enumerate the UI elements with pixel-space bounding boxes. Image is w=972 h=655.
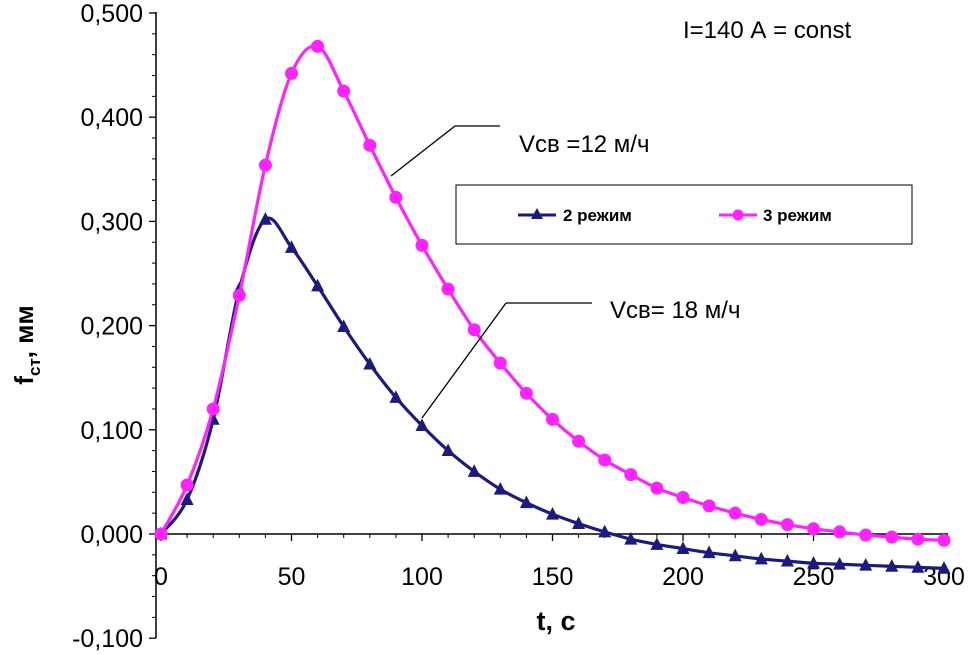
data-point bbox=[859, 528, 873, 542]
data-point bbox=[441, 282, 455, 296]
y-axis-title-sub: ст bbox=[25, 358, 44, 376]
data-point bbox=[467, 323, 481, 337]
x-axis-ticks: 0 50 100 150 200 250 300 bbox=[154, 534, 965, 591]
data-point bbox=[754, 551, 768, 565]
data-point bbox=[389, 190, 403, 204]
legend: 2 режим 3 режим bbox=[455, 184, 913, 245]
y-axis-title-unit: , мм bbox=[9, 305, 39, 358]
data-point bbox=[937, 533, 951, 547]
data-point bbox=[780, 518, 794, 532]
data-point bbox=[702, 545, 716, 559]
series-3 bbox=[154, 39, 951, 547]
data-point bbox=[337, 319, 351, 333]
callout-leader-18 bbox=[421, 302, 507, 419]
data-point bbox=[546, 412, 559, 426]
data-point bbox=[833, 557, 847, 570]
x-tick-label: 100 bbox=[401, 563, 443, 591]
data-point bbox=[415, 418, 429, 432]
series-line bbox=[159, 44, 945, 542]
data-point bbox=[859, 558, 873, 571]
data-point bbox=[650, 537, 664, 550]
data-point bbox=[624, 468, 638, 482]
data-point bbox=[519, 386, 533, 400]
data-point bbox=[754, 512, 768, 526]
legend-label-3: 3 режим bbox=[763, 206, 832, 225]
legend-swatch-marker-2 bbox=[531, 208, 543, 219]
data-point bbox=[702, 499, 716, 513]
data-point bbox=[650, 481, 664, 495]
data-point bbox=[363, 356, 377, 370]
y-tick-label: 0,400 bbox=[80, 104, 143, 132]
data-point bbox=[885, 530, 899, 544]
data-point bbox=[415, 238, 429, 252]
data-point bbox=[911, 532, 925, 546]
data-point bbox=[624, 532, 638, 545]
data-point bbox=[258, 158, 272, 172]
y-axis-ticks: -0,100 0,000 0,100 0,200 0,300 0,400 0,500 bbox=[72, 0, 156, 653]
data-point bbox=[572, 434, 586, 448]
y-tick-label: 0,100 bbox=[80, 417, 143, 445]
data-point bbox=[285, 66, 298, 80]
data-point bbox=[833, 525, 847, 539]
data-point bbox=[441, 443, 455, 457]
y-tick-label: 0,500 bbox=[80, 0, 143, 28]
data-point bbox=[258, 212, 272, 225]
data-point bbox=[180, 492, 194, 506]
data-point bbox=[519, 495, 533, 509]
data-point bbox=[337, 84, 351, 98]
data-point bbox=[467, 464, 481, 477]
data-point bbox=[572, 516, 586, 529]
x-tick-label: 200 bbox=[662, 563, 704, 591]
x-tick-label: 150 bbox=[532, 563, 574, 591]
data-point bbox=[676, 491, 690, 505]
annotation-speed-18: Vсв= 18 м/ч bbox=[610, 297, 740, 324]
data-point bbox=[363, 138, 377, 152]
series-2 bbox=[154, 212, 951, 574]
x-tick-label: 50 bbox=[278, 563, 306, 591]
legend-label-2: 2 режим bbox=[563, 206, 632, 225]
annotation-speed-12: Vсв =12 м/ч bbox=[519, 131, 649, 158]
data-point bbox=[807, 522, 820, 536]
data-point bbox=[807, 555, 820, 569]
data-point bbox=[311, 278, 325, 292]
data-point bbox=[232, 288, 246, 302]
y-tick-label: 0,300 bbox=[80, 208, 143, 236]
y-tick-label: 0,000 bbox=[80, 521, 143, 549]
data-point bbox=[728, 548, 742, 562]
axes bbox=[155, 12, 948, 638]
data-point bbox=[937, 561, 951, 574]
data-point bbox=[154, 527, 168, 541]
data-point bbox=[885, 559, 899, 572]
x-tick-label: 0 bbox=[154, 563, 168, 591]
annotation-current: I=140 А = const bbox=[683, 17, 851, 44]
data-point bbox=[493, 356, 507, 370]
y-tick-label: -0,100 bbox=[72, 625, 143, 653]
data-point bbox=[493, 481, 507, 495]
data-point bbox=[780, 553, 794, 567]
x-axis-title: t, с bbox=[536, 606, 575, 636]
data-point bbox=[206, 402, 220, 416]
series-layer bbox=[154, 39, 951, 574]
data-point bbox=[911, 560, 925, 573]
y-axis-title-main: f bbox=[9, 376, 39, 385]
data-point bbox=[676, 541, 690, 554]
data-point bbox=[728, 506, 742, 520]
data-point bbox=[598, 524, 612, 538]
callout-leader-12 bbox=[390, 125, 456, 177]
data-point bbox=[389, 390, 403, 403]
data-point bbox=[285, 240, 298, 253]
data-point bbox=[180, 478, 194, 492]
data-point bbox=[311, 39, 325, 53]
data-point bbox=[546, 507, 559, 520]
legend-swatch-marker-3 bbox=[732, 209, 744, 221]
y-axis-title: fст, мм bbox=[9, 305, 44, 384]
data-point bbox=[598, 453, 612, 467]
y-tick-label: 0,200 bbox=[80, 313, 143, 341]
